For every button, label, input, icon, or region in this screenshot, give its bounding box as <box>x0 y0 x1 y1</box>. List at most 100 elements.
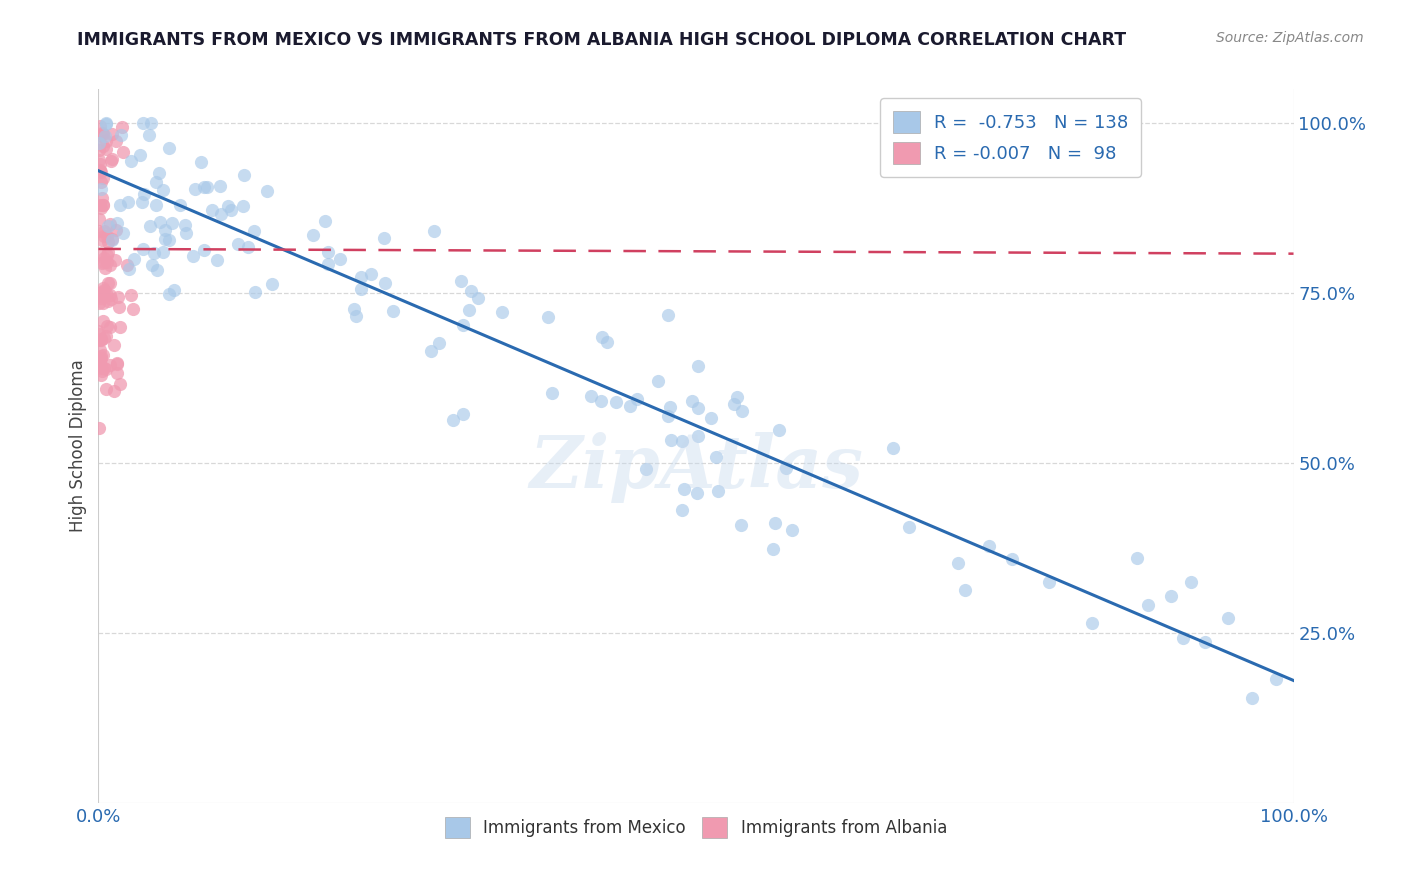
Point <box>174 226 197 240</box>
Point <box>90 175 112 189</box>
Point <box>441 412 464 426</box>
Point <box>117 195 139 210</box>
Point <box>243 285 266 299</box>
Point <box>112 226 135 240</box>
Point <box>87 212 110 227</box>
Point <box>762 541 785 556</box>
Point <box>134 186 156 201</box>
Point <box>1264 672 1286 686</box>
Point <box>205 252 228 267</box>
Point <box>100 127 122 141</box>
Point <box>98 359 121 373</box>
Point <box>152 183 174 197</box>
Point <box>105 357 128 371</box>
Point <box>90 333 112 347</box>
Point <box>725 390 748 404</box>
Point <box>707 483 730 498</box>
Point <box>1136 598 1159 612</box>
Point <box>89 420 111 434</box>
Point <box>344 309 367 323</box>
Point <box>89 246 111 260</box>
Point <box>107 216 129 230</box>
Point <box>591 330 613 344</box>
Point <box>193 243 215 257</box>
Point <box>90 285 112 299</box>
Point <box>596 335 619 350</box>
Point <box>201 203 224 218</box>
Point <box>90 332 112 346</box>
Point <box>110 320 132 334</box>
Point <box>730 518 752 533</box>
Point <box>314 213 336 227</box>
Point <box>97 276 120 290</box>
Point <box>1001 552 1024 566</box>
Point <box>90 351 112 365</box>
Point <box>89 119 111 133</box>
Point <box>1160 589 1182 603</box>
Point <box>129 148 152 162</box>
Point <box>98 217 121 231</box>
Point <box>94 129 117 144</box>
Point <box>343 302 366 317</box>
Point <box>105 356 128 370</box>
Point <box>98 319 121 334</box>
Point <box>1171 632 1194 646</box>
Point <box>96 319 118 334</box>
Point <box>89 157 111 171</box>
Point <box>301 228 323 243</box>
Point <box>94 285 117 300</box>
Point <box>882 442 904 456</box>
Point <box>89 333 111 347</box>
Point <box>93 314 115 328</box>
Point <box>100 153 122 168</box>
Point <box>94 117 117 131</box>
Point <box>897 519 920 533</box>
Point <box>953 582 976 597</box>
Point <box>768 423 790 437</box>
Point <box>97 294 120 309</box>
Point <box>94 361 117 376</box>
Point <box>93 229 115 244</box>
Point <box>541 385 564 400</box>
Point <box>94 382 117 396</box>
Point <box>108 300 131 314</box>
Point <box>89 354 111 368</box>
Point <box>657 409 679 424</box>
Point <box>193 180 215 194</box>
Point <box>131 116 153 130</box>
Point <box>208 179 231 194</box>
Point <box>87 325 110 339</box>
Point <box>183 182 205 196</box>
Point <box>98 277 121 291</box>
Point <box>681 394 703 409</box>
Point <box>1180 575 1202 590</box>
Point <box>94 134 117 148</box>
Point <box>157 141 180 155</box>
Point <box>152 244 174 259</box>
Point <box>91 191 114 205</box>
Point <box>159 233 181 247</box>
Point <box>453 318 475 333</box>
Point <box>626 392 648 406</box>
Point <box>232 198 254 212</box>
Point <box>91 347 114 361</box>
Point <box>100 232 122 246</box>
Point <box>94 261 117 276</box>
Point <box>108 377 131 392</box>
Point <box>97 235 120 249</box>
Point <box>262 277 284 292</box>
Point <box>90 182 112 196</box>
Point <box>90 126 112 140</box>
Point <box>91 288 114 302</box>
Point <box>101 152 124 166</box>
Text: IMMIGRANTS FROM MEXICO VS IMMIGRANTS FROM ALBANIA HIGH SCHOOL DIPLOMA CORRELATIO: IMMIGRANTS FROM MEXICO VS IMMIGRANTS FRO… <box>77 31 1126 49</box>
Point <box>686 401 709 415</box>
Point <box>124 252 146 267</box>
Point <box>120 288 142 302</box>
Point <box>381 303 404 318</box>
Point <box>90 202 112 216</box>
Point <box>105 367 128 381</box>
Point <box>427 336 450 351</box>
Point <box>174 218 197 232</box>
Point <box>103 253 125 268</box>
